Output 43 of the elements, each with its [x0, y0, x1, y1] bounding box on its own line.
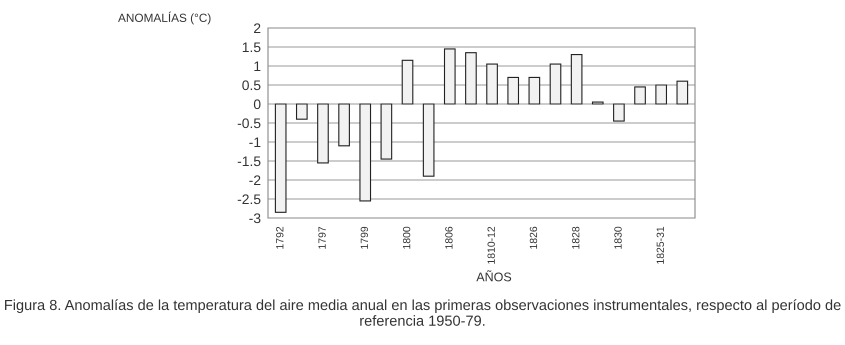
bar	[613, 103, 625, 122]
y-tick-label: -1	[249, 137, 260, 148]
y-tick-label: -0.5	[238, 118, 260, 128]
bar	[444, 48, 456, 105]
bar	[570, 54, 582, 105]
bar	[528, 76, 540, 105]
x-tick-label: 1792	[276, 226, 284, 249]
x-tick-label: 1799	[360, 226, 368, 249]
y-tick-label: -3	[249, 213, 260, 224]
bar	[676, 80, 688, 105]
x-tick-label: 1806	[445, 226, 453, 249]
bar	[465, 52, 477, 105]
y-tick-label: 0.5	[242, 80, 260, 90]
bar	[359, 103, 372, 202]
x-tick-label: 1797	[318, 226, 326, 249]
bar	[634, 86, 646, 105]
bar	[317, 103, 329, 164]
x-tick-label: 1825-31	[656, 226, 664, 264]
bar	[422, 103, 434, 177]
bar	[655, 84, 668, 105]
x-tick-label: 1830	[614, 226, 622, 249]
y-tick-label: 0	[254, 99, 261, 110]
y-tick-label: -2	[249, 175, 260, 186]
y-tick-label: -1.5	[238, 156, 260, 166]
y-tick-label: 2	[254, 23, 260, 34]
bar	[274, 103, 287, 213]
y-tick-label: 1.5	[242, 42, 260, 52]
x-tick-label: 1826	[530, 226, 538, 249]
y-axis-title: ANOMALÍAS (°C)	[118, 12, 211, 24]
bar	[507, 76, 520, 105]
bar	[550, 64, 562, 105]
x-tick-label: 1800	[402, 226, 410, 249]
x-axis-title: AÑOS	[476, 270, 512, 282]
bar	[380, 103, 392, 160]
x-tick-label: 1828	[572, 226, 580, 249]
bar	[402, 60, 414, 105]
bar	[486, 64, 498, 105]
bar	[296, 103, 308, 120]
text: Figura 8. Anomalías de la temperatura del aire media anual en las primeras observaciones instrumentales, respecto al período de referencia 1950-79.	[5, 299, 841, 326]
y-tick-label: -2.5	[238, 194, 260, 204]
bar	[338, 103, 350, 146]
x-tick-label: 1810-12	[487, 226, 495, 264]
y-tick-label: 1	[254, 61, 260, 72]
